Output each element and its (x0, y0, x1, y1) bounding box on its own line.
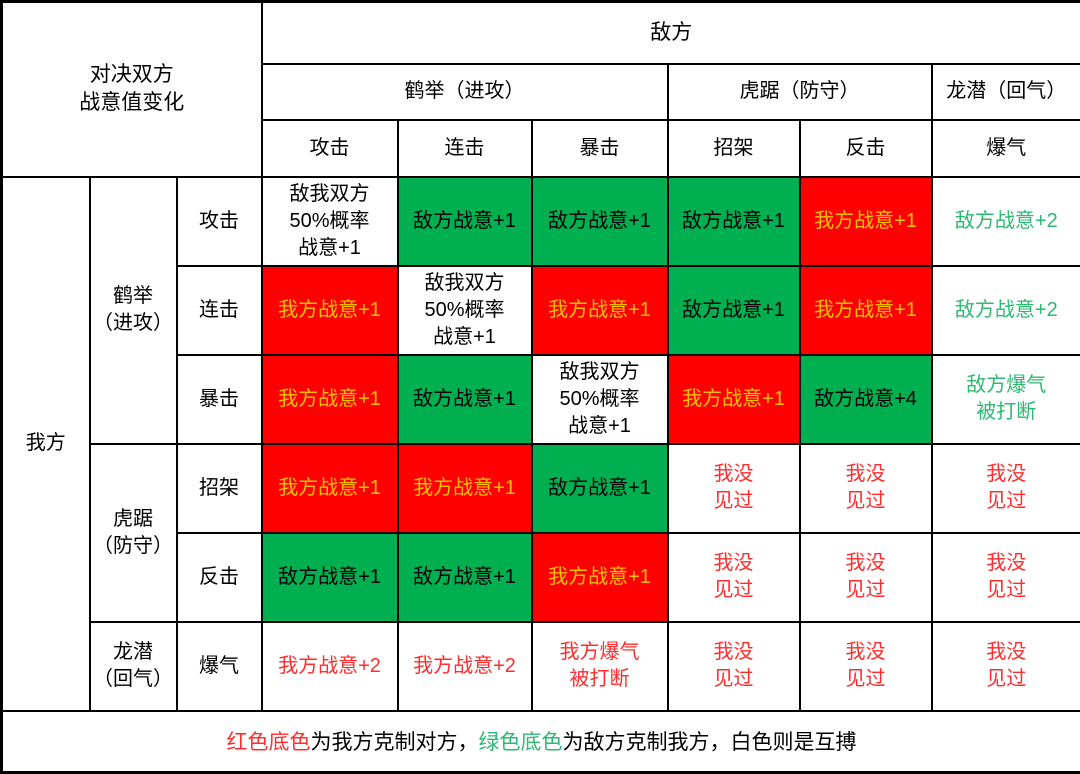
matrix-cell: 敌我双方 50%概率 战意+1 (532, 355, 668, 444)
matrix-cell: 我方战意+1 (800, 177, 932, 266)
matrix-cell: 敌方战意+1 (532, 177, 668, 266)
corner-title: 对决双方 战意值变化 (2, 2, 262, 177)
enemy-move-crit: 暴击 (532, 120, 668, 177)
our-move-label: 招架 (177, 444, 262, 533)
matrix-cell: 敌方战意+1 (262, 533, 398, 622)
matrix-cell: 我方战意+1 (800, 266, 932, 355)
legend-segment: 为我方克制对方， (311, 731, 479, 754)
matrix-cell: 敌方战意+2 (932, 266, 1080, 355)
legend-segment: 白色则是互搏 (731, 731, 857, 754)
enemy-move-counter: 反击 (800, 120, 932, 177)
legend-segment: 绿色底色 (479, 731, 563, 754)
matrix-cell: 我方战意+2 (262, 622, 398, 711)
matrix-cell: 敌方战意+2 (932, 177, 1080, 266)
matrix-cell: 我没 见过 (668, 622, 800, 711)
legend-segment: 红色底色 (227, 731, 311, 754)
matrix-cell: 敌方爆气 被打断 (932, 355, 1080, 444)
our-move-label: 攻击 (177, 177, 262, 266)
legend-row: 红色底色为我方克制对方，绿色底色为敌方克制我方，白色则是互搏 (2, 711, 1080, 773)
matrix-cell: 我方战意+1 (262, 266, 398, 355)
matrix-cell: 敌方战意+1 (532, 444, 668, 533)
our-move-label: 连击 (177, 266, 262, 355)
enemy-side-label: 敌方 (262, 2, 1080, 64)
matrix-cell: 我方战意+1 (668, 355, 800, 444)
matrix-cell: 我方战意+2 (398, 622, 532, 711)
matrix-cell: 我没 见过 (800, 533, 932, 622)
legend-segment: 为敌方克制我方， (563, 731, 731, 754)
matrix-cell: 敌我双方 50%概率 战意+1 (398, 266, 532, 355)
matrix-cell: 我没 见过 (668, 533, 800, 622)
enemy-stance-tiger-defense: 虎踞（防守） (668, 64, 932, 120)
matrix-cell: 敌方战意+4 (800, 355, 932, 444)
enemy-stance-dragon-recover: 龙潜（回气） (932, 64, 1080, 120)
matrix-cell: 我方爆气 被打断 (532, 622, 668, 711)
matrix-cell: 敌方战意+1 (668, 177, 800, 266)
matrix-cell: 敌我双方 50%概率 战意+1 (262, 177, 398, 266)
enemy-move-combo: 连击 (398, 120, 532, 177)
matrix-cell: 我方战意+1 (398, 444, 532, 533)
matrix-cell: 我没 见过 (800, 622, 932, 711)
matrix-cell: 我没 见过 (932, 622, 1080, 711)
our-move-label: 暴击 (177, 355, 262, 444)
enemy-move-attack: 攻击 (262, 120, 398, 177)
matrix-cell: 敌方战意+1 (668, 266, 800, 355)
our-side-label: 我方 (2, 177, 90, 711)
matrix-cell: 我没 见过 (800, 444, 932, 533)
matrix-cell: 我没 见过 (668, 444, 800, 533)
our-move-label: 反击 (177, 533, 262, 622)
enemy-move-burst: 爆气 (932, 120, 1080, 177)
matrix-cell: 我方战意+1 (532, 266, 668, 355)
matrix-cell: 敌方战意+1 (398, 355, 532, 444)
legend: 红色底色为我方克制对方，绿色底色为敌方克制我方，白色则是互搏 (2, 711, 1080, 773)
our-stance-label: 虎踞 （防守） (90, 444, 177, 622)
our-stance-label: 鹤举 （进攻） (90, 177, 177, 444)
enemy-move-parry: 招架 (668, 120, 800, 177)
matrix-cell: 我没 见过 (932, 533, 1080, 622)
our-move-label: 爆气 (177, 622, 262, 711)
matrix-cell: 我方战意+1 (532, 533, 668, 622)
matrix-cell: 我没 见过 (932, 444, 1080, 533)
matrix-cell: 我方战意+1 (262, 444, 398, 533)
matrix-cell: 敌方战意+1 (398, 177, 532, 266)
header-row-enemy: 对决双方 战意值变化 敌方 (2, 2, 1080, 64)
matrix-cell: 敌方战意+1 (398, 533, 532, 622)
enemy-stance-crane-attack: 鹤举（进攻） (262, 64, 668, 120)
our-stance-label: 龙潜 （回气） (90, 622, 177, 711)
matrix-cell: 我方战意+1 (262, 355, 398, 444)
